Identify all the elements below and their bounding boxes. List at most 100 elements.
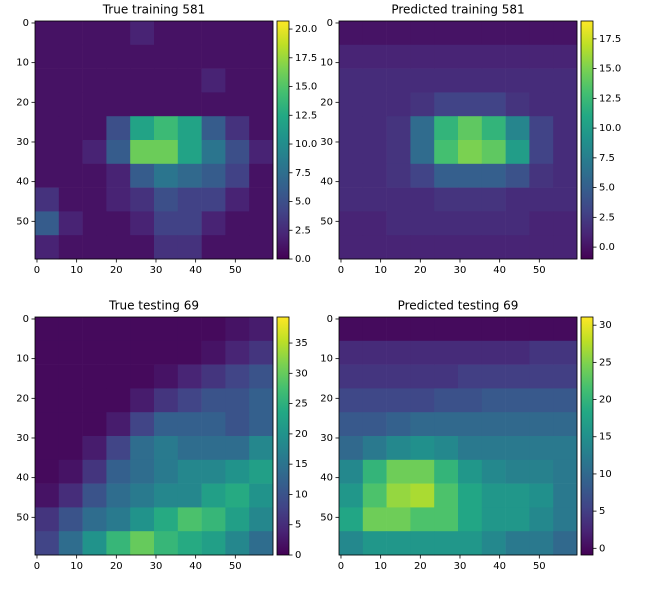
heatmap-cell xyxy=(106,235,131,260)
heatmap-cell xyxy=(481,483,506,508)
colorbar-tick-label: 25 xyxy=(295,399,308,410)
heatmap-cell xyxy=(130,436,155,461)
heatmap-cell xyxy=(386,507,411,532)
x-tick-label: 10 xyxy=(70,265,83,276)
heatmap-cell xyxy=(410,21,435,46)
heatmap-cell xyxy=(225,92,250,117)
heatmap-cell xyxy=(225,412,250,437)
heatmap-cell xyxy=(225,163,250,188)
x-tick-label: 40 xyxy=(189,561,202,572)
heatmap-cell xyxy=(58,21,83,46)
heatmap-cell xyxy=(529,187,554,212)
heatmap-cell xyxy=(82,21,107,46)
heatmap-cell xyxy=(529,44,554,69)
heatmap-cell xyxy=(249,211,274,236)
heatmap-cell xyxy=(362,187,387,212)
heatmap-cell xyxy=(458,140,483,165)
heatmap-cell xyxy=(130,531,155,556)
heatmap-cell xyxy=(154,459,179,484)
heatmap-cell xyxy=(434,140,459,165)
heatmap-cell xyxy=(177,68,202,93)
heatmap-cell xyxy=(106,187,131,212)
heatmap-cell xyxy=(225,340,250,365)
heatmap-cell xyxy=(177,364,202,389)
heatmap-cell xyxy=(201,68,226,93)
heatmap-cell xyxy=(201,364,226,389)
heatmap-cell xyxy=(362,507,387,532)
heatmap-cell xyxy=(177,140,202,165)
heatmap-cell xyxy=(505,44,530,69)
heatmap-cell xyxy=(249,68,274,93)
heatmap-cell xyxy=(106,412,131,437)
y-tick-label: 20 xyxy=(16,97,29,108)
axes-frame xyxy=(34,316,274,556)
heatmap-cell xyxy=(339,412,364,437)
heatmap-cell xyxy=(553,412,578,437)
heatmap-cell xyxy=(249,21,274,46)
heatmap-cell xyxy=(225,187,250,212)
heatmap-cell xyxy=(386,92,411,117)
heatmap-cell xyxy=(410,187,435,212)
heatmap-cell xyxy=(249,364,274,389)
heatmap-cell xyxy=(481,116,506,141)
heatmap-cell xyxy=(434,436,459,461)
heatmap-cell xyxy=(225,531,250,556)
colorbar-tick-label: 0 xyxy=(599,543,605,554)
heatmap-cell xyxy=(386,364,411,389)
heatmap-cell xyxy=(130,140,155,165)
heatmap-cell xyxy=(154,235,179,260)
y-tick-label: 40 xyxy=(320,177,333,188)
x-tick-label: 0 xyxy=(338,265,344,276)
heatmap-cell xyxy=(362,68,387,93)
heatmap-cell xyxy=(339,44,364,69)
heatmap-cell xyxy=(82,483,107,508)
heatmap-cell xyxy=(386,187,411,212)
heatmap-cell xyxy=(154,21,179,46)
heatmap-cell xyxy=(106,459,131,484)
heatmap-cell xyxy=(529,412,554,437)
heatmap-cell xyxy=(362,211,387,236)
y-tick-label: 20 xyxy=(16,393,29,404)
heatmap-cell xyxy=(249,44,274,69)
heatmap-cell xyxy=(553,211,578,236)
axes-frame xyxy=(338,20,578,260)
heatmap-cell xyxy=(505,116,530,141)
heatmap-cell xyxy=(130,483,155,508)
heatmap-cell xyxy=(35,21,60,46)
colorbar xyxy=(580,20,594,260)
heatmap-cell xyxy=(249,140,274,165)
heatmap-cell xyxy=(458,44,483,69)
y-tick-label: 0 xyxy=(327,314,333,325)
heatmap-cell xyxy=(58,531,83,556)
heatmap-cell xyxy=(177,163,202,188)
heatmap-cell xyxy=(339,68,364,93)
heatmap-cell xyxy=(82,187,107,212)
heatmap-cell xyxy=(529,68,554,93)
heatmap-cell xyxy=(481,211,506,236)
chart-title: True testing 69 xyxy=(108,299,199,313)
axes-frame xyxy=(338,316,578,556)
heatmap-cell xyxy=(154,388,179,413)
heatmap-cell xyxy=(553,507,578,532)
heatmap-cell xyxy=(458,364,483,389)
heatmap-cell xyxy=(386,163,411,188)
heatmap-cell xyxy=(201,531,226,556)
heatmap-cell xyxy=(201,116,226,141)
heatmap-cell xyxy=(82,116,107,141)
heatmap-cell xyxy=(82,44,107,69)
chart-title: Predicted testing 69 xyxy=(398,299,519,313)
heatmap-cell xyxy=(177,412,202,437)
heatmap-cell xyxy=(386,531,411,556)
heatmap-cell xyxy=(225,436,250,461)
heatmap-cell xyxy=(130,187,155,212)
heatmap-cell xyxy=(106,340,131,365)
x-tick-label: 0 xyxy=(338,561,344,572)
heatmap-cell xyxy=(130,211,155,236)
x-tick-label: 50 xyxy=(533,561,546,572)
heatmap-cell xyxy=(154,44,179,69)
heatmap-cell xyxy=(553,483,578,508)
heatmap-cell xyxy=(35,507,60,532)
heatmap-cell xyxy=(481,412,506,437)
x-tick-label: 0 xyxy=(34,265,40,276)
